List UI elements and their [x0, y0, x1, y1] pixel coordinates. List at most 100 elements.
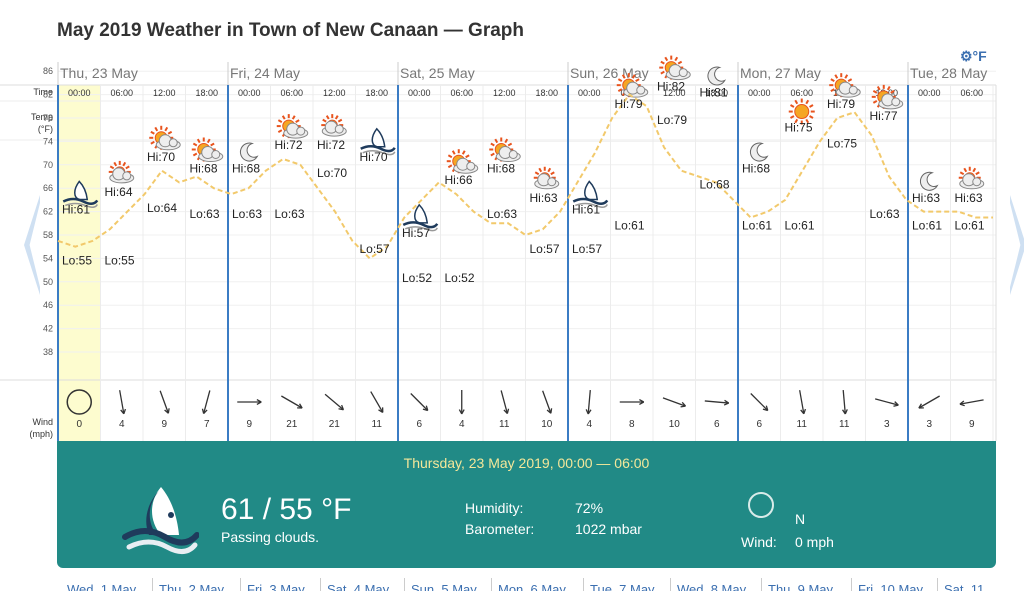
- day-tab[interactable]: Mon, 6 May: [498, 582, 566, 591]
- temp-axis-tick: 82: [43, 90, 53, 100]
- tab-separator: [937, 578, 938, 591]
- tab-separator: [583, 578, 584, 591]
- hi-temp-label: Hi:79: [827, 97, 855, 111]
- slot-time-label: 00:00: [68, 88, 91, 98]
- cloudy-night-icon: [360, 127, 396, 156]
- hi-temp-label: Hi:63: [530, 191, 558, 205]
- hi-temp-label: Hi:70: [147, 150, 175, 164]
- wind-direction-arrow-icon: [324, 393, 345, 411]
- sun-cloud-icon: [616, 73, 649, 98]
- day-tab[interactable]: Fri, 3 May: [247, 582, 305, 591]
- temp-unit-label: (°F): [38, 124, 53, 134]
- wind-speed-value: 11: [499, 419, 510, 430]
- time-row-label: Time: [33, 87, 53, 97]
- wind-speed-value: 8: [629, 419, 635, 430]
- page-title: May 2019 Weather in Town of New Canaan —…: [57, 20, 525, 41]
- hi-temp-label: Hi:70: [360, 150, 388, 164]
- wind-speed-value: 9: [161, 419, 167, 430]
- slot-time-label: 06:00: [110, 88, 133, 98]
- day-tab[interactable]: Sat, 4 May: [327, 582, 390, 591]
- temp-axis-tick: 66: [43, 183, 53, 193]
- partly-cloudy-icon: [533, 166, 560, 190]
- temp-axis-tick: 86: [43, 66, 53, 76]
- clear-night-icon: [919, 171, 939, 191]
- lo-temp-label: Lo:61: [955, 218, 985, 232]
- temp-row-label: Temp: [31, 112, 53, 122]
- wind-unit-label: (mph): [29, 429, 53, 439]
- lo-temp-label: Lo:63: [487, 207, 517, 221]
- temp-axis-tick: 78: [43, 113, 53, 123]
- hi-temp-label: Hi:68: [232, 162, 260, 176]
- hi-temp-label: Hi:63: [912, 191, 940, 205]
- temp-axis-tick: 46: [43, 300, 53, 310]
- hi-temp-label: Hi:66: [445, 173, 473, 187]
- wind-direction-arrow-icon: [458, 390, 465, 415]
- wind-direction: N: [795, 511, 806, 527]
- day-tab[interactable]: Thu, 2 May: [159, 582, 225, 591]
- slot-time-label: 12:00: [153, 88, 176, 98]
- wind-direction-arrow-icon: [201, 390, 211, 415]
- wind-direction-arrow-icon: [159, 390, 170, 414]
- cloudy-night-icon: [122, 487, 199, 554]
- temperature-line: [57, 93, 993, 260]
- partly-cloudy-icon: [958, 166, 985, 190]
- hi-temp-label: Hi:82: [657, 80, 685, 94]
- wind-direction-arrow-icon: [237, 399, 262, 405]
- lo-temp-label: Lo:61: [615, 218, 645, 232]
- calm-wind-icon: [66, 389, 92, 415]
- day-label: Sat, 25 May: [400, 65, 475, 81]
- wind-speed-value: 11: [372, 419, 383, 430]
- day-tab[interactable]: Sun, 5 May: [411, 582, 477, 591]
- wind-compass-icon: [748, 492, 774, 518]
- wind-speed-value: 11: [797, 419, 808, 430]
- day-tab[interactable]: Fri, 10 May: [858, 582, 924, 591]
- sun-cloud-icon: [871, 84, 904, 110]
- day-tab[interactable]: Wed, 1 May: [67, 582, 137, 591]
- clear-night-icon: [239, 142, 259, 162]
- hi-temp-label: Hi:64: [105, 185, 133, 199]
- hi-temp-label: Hi:81: [700, 85, 728, 99]
- sun-cloud-icon: [829, 73, 861, 98]
- lo-temp-label: Lo:64: [147, 201, 177, 215]
- lo-temp-label: Lo:57: [530, 242, 560, 256]
- slot-time-label: 18:00: [705, 88, 728, 98]
- temp-axis-tick: 42: [43, 324, 53, 334]
- sun-cloud-icon: [276, 114, 309, 139]
- sun-cloud-icon: [149, 125, 181, 151]
- lo-temp-label: Lo:63: [870, 207, 900, 221]
- tab-separator: [240, 578, 241, 591]
- hi-temp-label: Hi:61: [572, 202, 600, 216]
- wind-speed-value: 21: [286, 419, 298, 430]
- wind-direction-arrow-icon: [662, 397, 687, 408]
- wind-speed-value: 6: [756, 419, 762, 430]
- slot-time-label: 06:00: [280, 88, 303, 98]
- sun-cloud-icon: [446, 149, 479, 174]
- temp-axis-tick: 58: [43, 230, 53, 240]
- wind-direction-arrow-icon: [119, 390, 127, 415]
- partly-cloudy-icon: [321, 114, 347, 137]
- humidity-value: 72%: [575, 500, 604, 516]
- day-tab[interactable]: Thu, 9 May: [768, 582, 834, 591]
- wind-speed-value: 3: [926, 419, 932, 430]
- slot-time-label: 18:00: [535, 88, 558, 98]
- detail-temperature: 61 / 55 °F: [221, 493, 352, 526]
- hi-temp-label: Hi:68: [190, 162, 218, 176]
- lo-temp-label: Lo:52: [445, 271, 475, 285]
- lo-temp-label: Lo:61: [785, 218, 815, 232]
- day-tab[interactable]: Wed, 8 May: [677, 582, 747, 591]
- slot-time-label: 18:00: [195, 88, 218, 98]
- wind-direction-arrow-icon: [918, 395, 940, 409]
- slot-time-label: 00:00: [918, 88, 941, 98]
- wind-speed-value: 10: [669, 419, 681, 430]
- day-tab[interactable]: Tue, 7 May: [590, 582, 655, 591]
- wind-direction-arrow-icon: [370, 391, 384, 413]
- unit-settings-toggle[interactable]: ⚙°F: [960, 48, 987, 64]
- slot-detail-panel: Thursday, 23 May 2019, 00:00 — 06:00 61 …: [57, 441, 996, 568]
- cloudy-night-icon: [62, 180, 99, 208]
- wind-speed-value: 9: [246, 419, 252, 430]
- cloudy-night-icon: [402, 203, 439, 232]
- wind-speed-value: 4: [586, 419, 592, 430]
- wind-direction-arrow-icon: [542, 390, 553, 414]
- day-tab[interactable]: Sat, 11: [944, 582, 985, 591]
- wind-direction-arrow-icon: [500, 390, 510, 415]
